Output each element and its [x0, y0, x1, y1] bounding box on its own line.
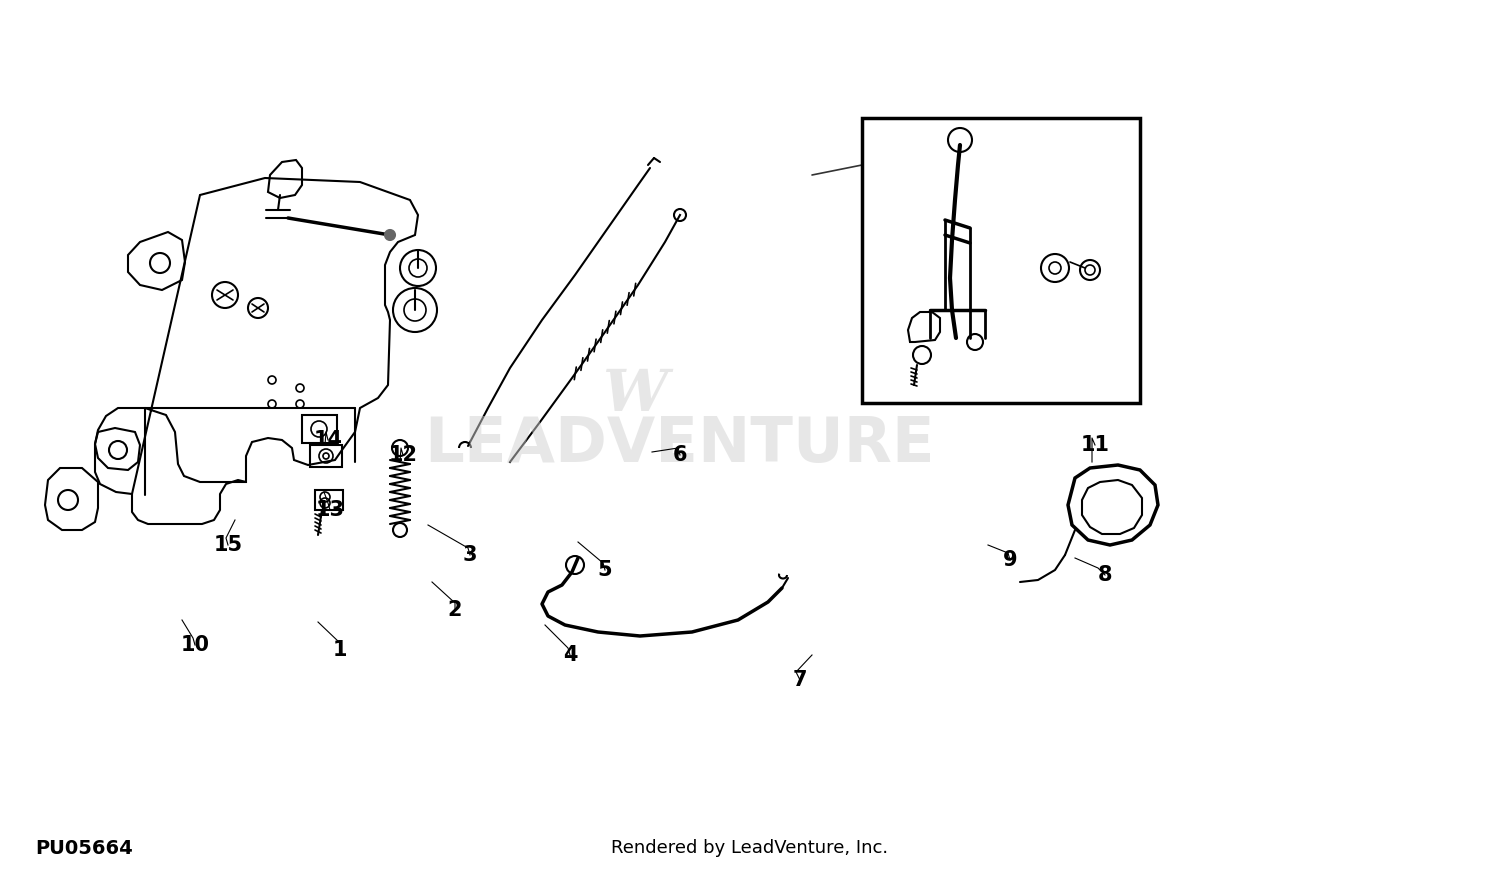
- Text: 8: 8: [1098, 565, 1112, 585]
- Bar: [315, 490, 344, 510]
- Text: PU05664: PU05664: [34, 838, 132, 858]
- Text: 1: 1: [333, 640, 346, 660]
- Text: 7: 7: [792, 670, 807, 690]
- Text: 14: 14: [314, 430, 342, 450]
- Circle shape: [386, 230, 394, 240]
- Text: 15: 15: [213, 535, 243, 555]
- Bar: [862, 118, 1140, 403]
- Text: 10: 10: [180, 635, 210, 655]
- Text: 12: 12: [388, 445, 417, 465]
- Text: 5: 5: [597, 560, 612, 580]
- Text: 11: 11: [1080, 435, 1110, 455]
- Circle shape: [322, 453, 328, 459]
- Text: W: W: [602, 367, 668, 423]
- Text: 9: 9: [1002, 550, 1017, 570]
- Bar: [302, 415, 338, 443]
- Text: LEADVENTURE: LEADVENTURE: [424, 415, 936, 475]
- Text: 4: 4: [562, 645, 578, 665]
- Text: 6: 6: [672, 445, 687, 465]
- Text: Rendered by LeadVenture, Inc.: Rendered by LeadVenture, Inc.: [612, 839, 888, 857]
- Bar: [310, 445, 342, 467]
- Text: 3: 3: [462, 545, 477, 565]
- Text: 2: 2: [447, 600, 462, 620]
- Text: 13: 13: [315, 500, 345, 520]
